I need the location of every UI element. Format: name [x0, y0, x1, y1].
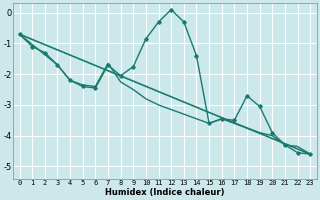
- X-axis label: Humidex (Indice chaleur): Humidex (Indice chaleur): [105, 188, 225, 197]
